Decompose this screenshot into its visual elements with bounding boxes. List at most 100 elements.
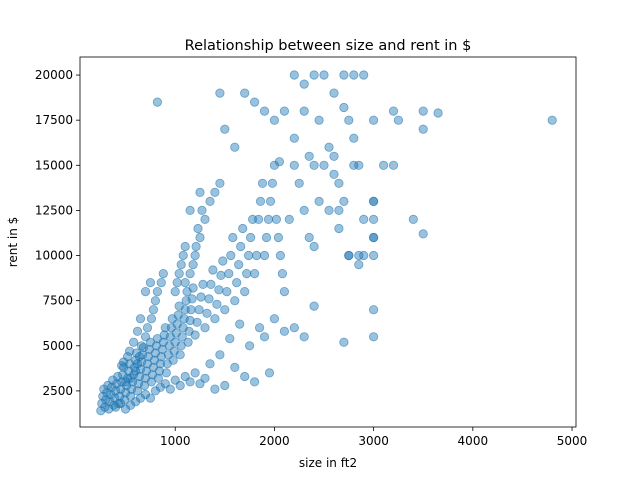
- data-point: [265, 196, 276, 206]
- data-point: [126, 400, 136, 410]
- data-point: [273, 232, 283, 243]
- x-tick-label: 1000: [160, 434, 191, 448]
- data-point: [368, 250, 379, 261]
- data-point: [168, 355, 178, 365]
- y-tick-label: 7500: [42, 294, 73, 308]
- data-point: [234, 259, 244, 270]
- data-point: [174, 268, 184, 279]
- data-point: [339, 102, 349, 113]
- data-point: [188, 283, 198, 293]
- data-point: [121, 404, 131, 414]
- y-tick-label: 20000: [35, 68, 73, 82]
- data-point: [309, 241, 319, 252]
- data-point: [250, 97, 260, 107]
- data-point: [170, 286, 180, 297]
- data-point: [359, 70, 369, 80]
- data-point: [185, 205, 195, 215]
- data-point: [388, 106, 399, 116]
- data-point: [193, 223, 203, 234]
- data-point: [354, 250, 364, 261]
- data-point: [339, 337, 349, 347]
- data-point: [210, 384, 220, 394]
- data-point: [129, 337, 139, 347]
- data-point: [418, 124, 428, 134]
- data-point: [368, 214, 379, 224]
- data-point: [269, 160, 279, 170]
- data-point: [200, 214, 210, 224]
- data-point: [236, 241, 246, 252]
- data-point: [198, 279, 208, 289]
- data-point: [140, 389, 151, 400]
- data-point: [314, 115, 324, 125]
- data-point: [180, 241, 190, 252]
- data-point: [185, 315, 195, 326]
- data-point: [185, 377, 195, 387]
- data-point: [334, 223, 344, 234]
- data-point: [289, 160, 299, 170]
- data-point: [178, 250, 188, 261]
- data-point: [339, 70, 349, 80]
- data-point: [344, 115, 354, 125]
- data-point: [177, 332, 187, 342]
- data-point: [279, 106, 289, 116]
- data-point: [158, 268, 168, 279]
- data-point: [192, 317, 202, 327]
- data-point: [245, 341, 255, 351]
- data-point: [208, 265, 218, 275]
- data-point: [152, 286, 162, 297]
- data-point: [378, 160, 389, 170]
- data-point: [232, 277, 242, 288]
- data-point: [329, 88, 339, 98]
- plot-area-frame: [79, 56, 577, 428]
- data-point: [195, 379, 205, 389]
- y-tick-label: 10000: [35, 249, 73, 263]
- data-point: [257, 178, 268, 188]
- data-point: [349, 70, 359, 80]
- data-point: [254, 214, 264, 224]
- y-tick-label: 17500: [35, 113, 73, 127]
- data-point: [154, 366, 164, 376]
- data-point: [111, 402, 121, 412]
- data-point: [267, 178, 277, 188]
- data-point: [289, 323, 299, 333]
- data-point: [547, 115, 557, 125]
- data-point: [145, 393, 155, 403]
- data-point: [220, 380, 230, 391]
- data-point: [329, 151, 339, 161]
- data-point: [240, 88, 250, 98]
- data-point: [230, 142, 240, 152]
- data-point: [304, 151, 314, 161]
- data-point: [126, 373, 136, 383]
- data-point: [242, 268, 252, 279]
- x-tick-label: 4000: [458, 434, 489, 448]
- data-point: [150, 296, 160, 306]
- data-point: [263, 214, 274, 224]
- data-point: [132, 326, 143, 336]
- data-point: [132, 359, 143, 369]
- data-point: [180, 277, 190, 288]
- data-point: [206, 279, 216, 289]
- data-point: [259, 106, 270, 116]
- data-point: [172, 277, 182, 288]
- data-point: [309, 160, 319, 170]
- data-point: [261, 232, 272, 243]
- data-point: [188, 259, 198, 270]
- data-point: [212, 299, 222, 309]
- data-point: [131, 366, 141, 376]
- data-point: [388, 160, 399, 170]
- data-point: [240, 286, 250, 297]
- data-point: [224, 268, 234, 279]
- data-point: [319, 70, 329, 80]
- data-point: [279, 326, 289, 336]
- data-point: [368, 196, 379, 206]
- data-point: [135, 393, 146, 403]
- data-point: [220, 305, 230, 315]
- y-tick-label: 5000: [42, 339, 73, 353]
- data-point: [309, 301, 319, 311]
- data-point: [252, 250, 262, 261]
- data-point: [146, 314, 156, 324]
- y-tick-label: 15000: [35, 158, 73, 172]
- data-point: [235, 319, 245, 329]
- data-point: [269, 314, 279, 324]
